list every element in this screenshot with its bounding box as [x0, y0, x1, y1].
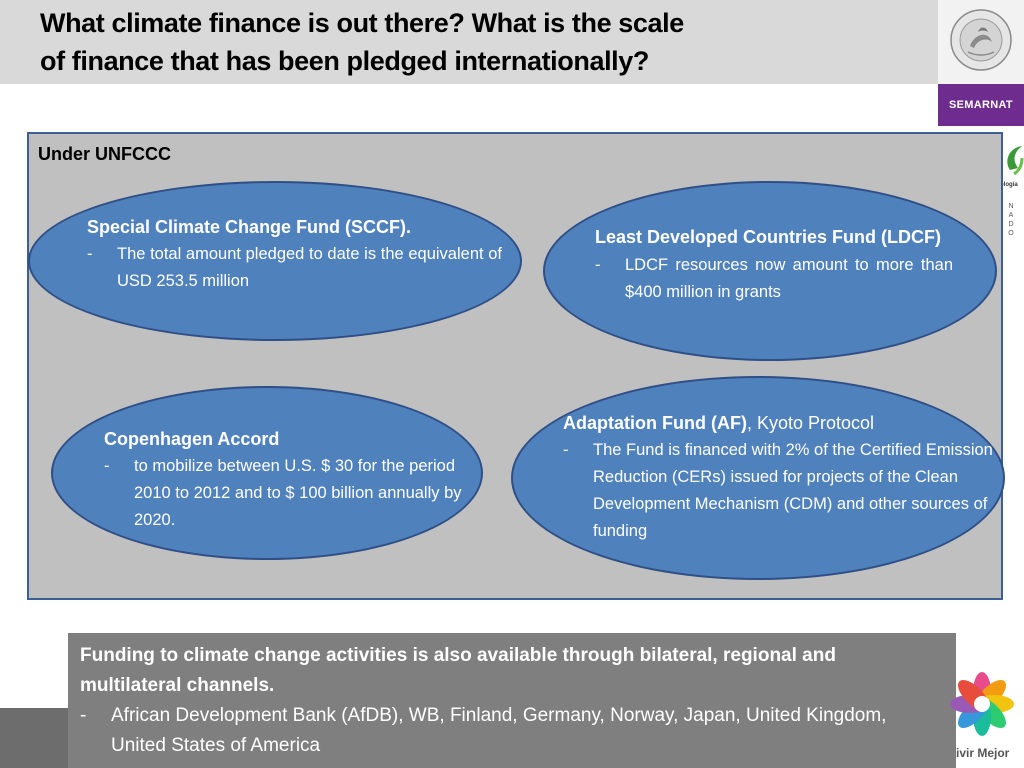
sccf-ellipse	[28, 181, 522, 341]
green-swoosh-icon	[1007, 146, 1024, 176]
bottom-note-box: Funding to climate change activities is …	[68, 633, 956, 768]
partial-logo-fragment: ología N A D O	[1000, 140, 1024, 240]
ldcf-title: Least Developed Countries Fund (LDCF)	[595, 227, 942, 247]
ldcf-bullet: - LDCF resources now amount to more than…	[595, 252, 953, 306]
panel-heading: Under UNFCCC	[38, 144, 171, 164]
sccf-text: Special Climate Change Fund (SCCF). - Th…	[87, 214, 502, 295]
copenhagen-title: Copenhagen Accord	[104, 429, 280, 449]
ldcf-ellipse	[543, 181, 997, 361]
bullet-dash: -	[104, 457, 110, 475]
ldcf-bullet-text: LDCF resources now amount to more than $…	[625, 256, 953, 301]
bullet-dash: -	[87, 245, 93, 263]
multicolor-flower-logo-icon	[950, 672, 1014, 736]
bullet-dash: -	[80, 705, 87, 726]
bottom-accent-band	[0, 708, 68, 768]
bullet-dash: -	[563, 441, 569, 459]
vivir-mejor-text: ivir Mejor	[956, 746, 1010, 760]
title-line-1: What climate finance is out there? What …	[40, 8, 684, 38]
bottom-lead-text: Funding to climate change activities is …	[80, 645, 836, 696]
adaptation-fund-ellipse	[511, 376, 1005, 580]
adaptation-fund-bullet: - The Fund is financed with 2% of the Ce…	[563, 437, 1005, 545]
adaptation-fund-text: Adaptation Fund (AF), Kyoto Protocol - T…	[563, 410, 1005, 545]
copenhagen-ellipse	[51, 386, 483, 560]
copenhagen-bullet-text: to mobilize between U.S. $ 30 for the pe…	[134, 457, 462, 529]
mexico-seal-icon	[948, 4, 1014, 76]
sccf-title: Special Climate Change Fund (SCCF).	[87, 217, 412, 237]
slide-title: What climate finance is out there? What …	[40, 4, 920, 80]
partial-logo-text: ología	[1000, 182, 1018, 188]
title-line-2: of finance that has been pledged interna…	[40, 46, 649, 76]
adaptation-fund-title-bold: Adaptation Fund (AF)	[563, 413, 747, 433]
title-band	[0, 0, 938, 84]
copenhagen-text: Copenhagen Accord - to mobilize between …	[104, 426, 466, 534]
ldcf-text: Least Developed Countries Fund (LDCF) - …	[595, 222, 953, 306]
bullet-dash: -	[595, 256, 601, 274]
bottom-bullet: - African Development Bank (AfDB), WB, F…	[80, 701, 942, 761]
adaptation-fund-title-rest: , Kyoto Protocol	[746, 413, 875, 433]
partial-logo-letters: N A D O	[1008, 203, 1014, 237]
adaptation-fund-bullet-text: The Fund is financed with 2% of the Cert…	[593, 441, 993, 540]
bottom-bullet-text: African Development Bank (AfDB), WB, Fin…	[111, 705, 887, 756]
adaptation-fund-title: Adaptation Fund (AF), Kyoto Protocol	[563, 410, 1005, 437]
semarnat-logo: SEMARNAT	[938, 84, 1024, 126]
sccf-bullet-text: The total amount pledged to date is the …	[117, 245, 502, 290]
sccf-bullet: - The total amount pledged to date is th…	[87, 241, 502, 295]
copenhagen-bullet: - to mobilize between U.S. $ 30 for the …	[104, 453, 466, 534]
